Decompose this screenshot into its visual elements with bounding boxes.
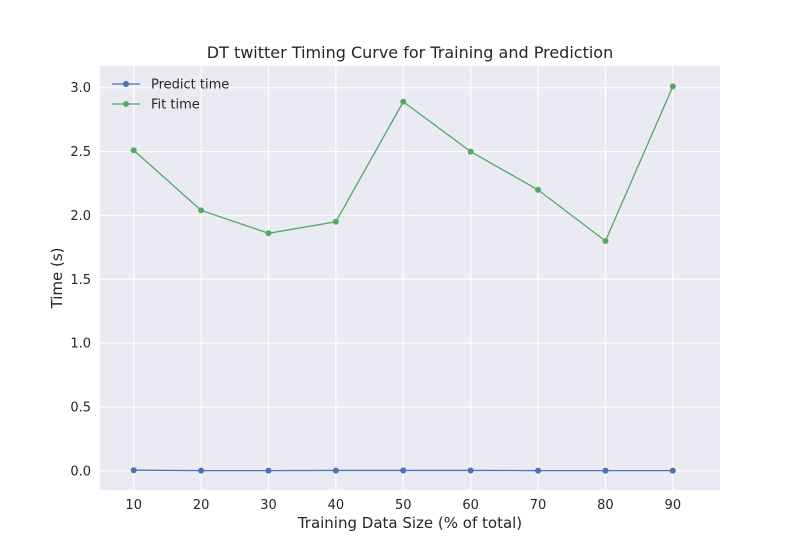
legend-item: Fit time xyxy=(112,98,200,113)
series-1 xyxy=(130,83,676,244)
x-tick-label: 80 xyxy=(597,498,614,513)
y-tick-label: 3.0 xyxy=(70,81,91,96)
legend-label: Predict time xyxy=(151,78,229,93)
legend-marker xyxy=(123,101,129,107)
x-tick-label: 70 xyxy=(530,498,547,513)
data-point xyxy=(467,467,474,474)
y-tick-label: 2.0 xyxy=(70,209,91,224)
legend-label: Fit time xyxy=(151,98,200,113)
data-point xyxy=(198,207,205,214)
data-point xyxy=(130,147,137,154)
data-point xyxy=(332,467,339,474)
x-tick-label: 60 xyxy=(462,498,479,513)
x-axis-label: Training Data Size (% of total) xyxy=(297,514,522,532)
y-tick-label: 0.0 xyxy=(70,464,91,479)
data-point xyxy=(602,467,609,474)
data-point xyxy=(198,467,205,474)
data-point xyxy=(400,467,407,474)
data-point xyxy=(602,237,609,244)
legend-item: Predict time xyxy=(112,78,229,93)
x-tick-label: 40 xyxy=(328,498,345,513)
data-point xyxy=(467,148,474,155)
legend-marker xyxy=(123,81,129,87)
chart-title: DT twitter Timing Curve for Training and… xyxy=(207,43,613,62)
x-tick-label: 50 xyxy=(395,498,412,513)
y-tick-label: 2.5 xyxy=(70,145,91,160)
x-tick-label: 20 xyxy=(193,498,210,513)
y-axis-ticks: 0.0 0.5 1.0 1.5 2.0 2.5 3.0 xyxy=(70,81,91,479)
x-axis-ticks: 10 20 30 40 50 60 70 80 90 xyxy=(125,498,681,513)
data-point xyxy=(669,83,676,90)
data-point xyxy=(332,218,339,225)
plot-background xyxy=(100,66,720,490)
y-tick-label: 1.5 xyxy=(70,273,91,288)
data-point xyxy=(400,98,407,105)
data-point xyxy=(669,467,676,474)
series-0 xyxy=(130,467,676,474)
data-point xyxy=(535,186,542,193)
x-tick-label: 30 xyxy=(260,498,277,513)
y-tick-label: 1.0 xyxy=(70,337,91,352)
data-point xyxy=(535,467,542,474)
series-layer xyxy=(130,83,676,474)
x-tick-label: 10 xyxy=(125,498,142,513)
data-point xyxy=(130,467,137,474)
y-tick-label: 0.5 xyxy=(70,400,91,415)
y-axis-label: Time (s) xyxy=(48,248,66,310)
data-point xyxy=(265,467,272,474)
x-tick-label: 90 xyxy=(665,498,682,513)
data-point xyxy=(265,230,272,237)
legend: Predict time Fit time xyxy=(112,78,229,113)
